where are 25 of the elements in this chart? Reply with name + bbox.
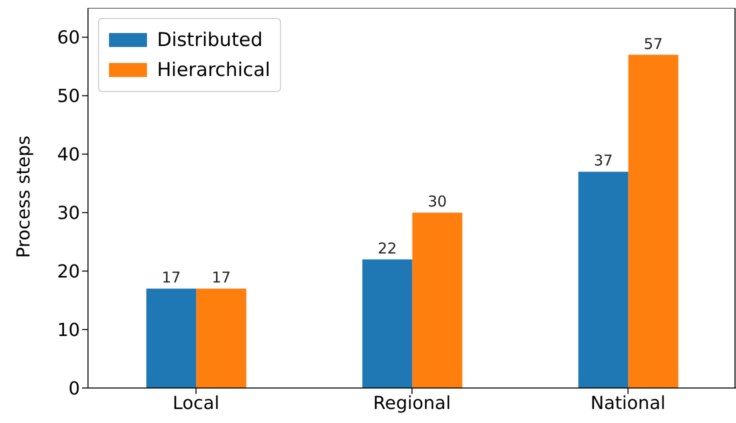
y-tick-label: 20 [57, 261, 80, 282]
y-tick-label: 50 [57, 86, 80, 108]
bar [196, 288, 246, 388]
bar [146, 288, 196, 388]
y-tick-label: 0 [68, 378, 80, 400]
legend-label: Hierarchical [157, 58, 270, 83]
y-tick-label: 10 [57, 320, 80, 341]
y-tick-label: 30 [57, 203, 80, 224]
y-tick-label: 40 [57, 144, 80, 166]
data-label: 37 [594, 152, 613, 170]
data-label: 57 [644, 34, 663, 53]
bar [362, 259, 412, 388]
bar [412, 212, 462, 388]
x-tick-label: Local [172, 392, 220, 414]
data-label: 22 [378, 239, 397, 258]
data-label: 17 [212, 268, 231, 287]
x-tick-label: Regional [373, 392, 451, 414]
legend-label: Distributed [157, 28, 263, 53]
data-label: 30 [428, 192, 447, 211]
data-label: 17 [162, 268, 181, 287]
x-tick-label: National [590, 392, 666, 414]
bar [628, 54, 678, 388]
y-axis-title: Process steps [13, 136, 34, 258]
bar [578, 172, 628, 388]
y-tick-label: 60 [57, 28, 80, 49]
